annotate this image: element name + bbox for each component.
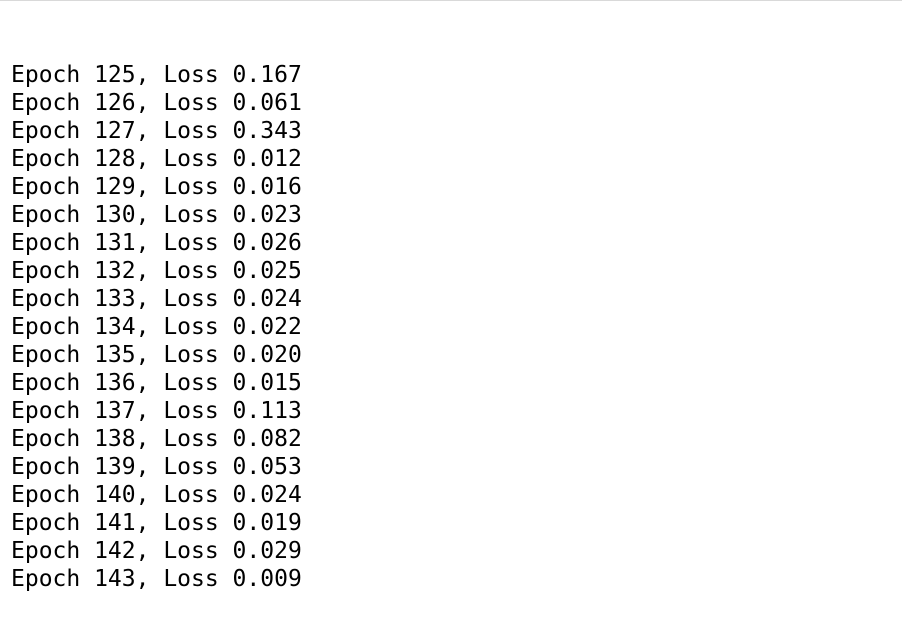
log-line: Epoch 142, Loss 0.029 xyxy=(11,538,302,564)
training-log: Epoch 125, Loss 0.167 Epoch 126, Loss 0.0… xyxy=(11,61,606,593)
log-line: Epoch 135, Loss 0.020 xyxy=(11,342,302,368)
log-line: Epoch 128, Loss 0.012 xyxy=(11,146,302,172)
terminal-output: Epoch 125, Loss 0.167 Epoch 126, Loss 0.0… xyxy=(11,5,606,630)
log-line: Epoch 132, Loss 0.025 xyxy=(11,258,302,284)
log-line: Epoch 126, Loss 0.061 xyxy=(11,90,302,116)
log-line: Epoch 129, Loss 0.016 xyxy=(11,174,302,200)
log-line: Epoch 140, Loss 0.024 xyxy=(11,482,302,508)
log-line: Epoch 133, Loss 0.024 xyxy=(11,286,302,312)
log-line: Epoch 130, Loss 0.023 xyxy=(11,202,302,228)
log-line: Epoch 143, Loss 0.009 xyxy=(11,566,302,592)
log-line: Epoch 131, Loss 0.026 xyxy=(11,230,302,256)
log-line: Epoch 139, Loss 0.053 xyxy=(11,454,302,480)
log-line: Epoch 141, Loss 0.019 xyxy=(11,510,302,536)
log-line: Epoch 125, Loss 0.167 xyxy=(11,62,302,88)
log-line: Epoch 136, Loss 0.015 xyxy=(11,370,302,396)
log-line: Epoch 134, Loss 0.022 xyxy=(11,314,302,340)
log-line: Epoch 137, Loss 0.113 xyxy=(11,398,302,424)
log-line: Epoch 138, Loss 0.082 xyxy=(11,426,302,452)
log-line: Epoch 127, Loss 0.343 xyxy=(11,118,302,144)
